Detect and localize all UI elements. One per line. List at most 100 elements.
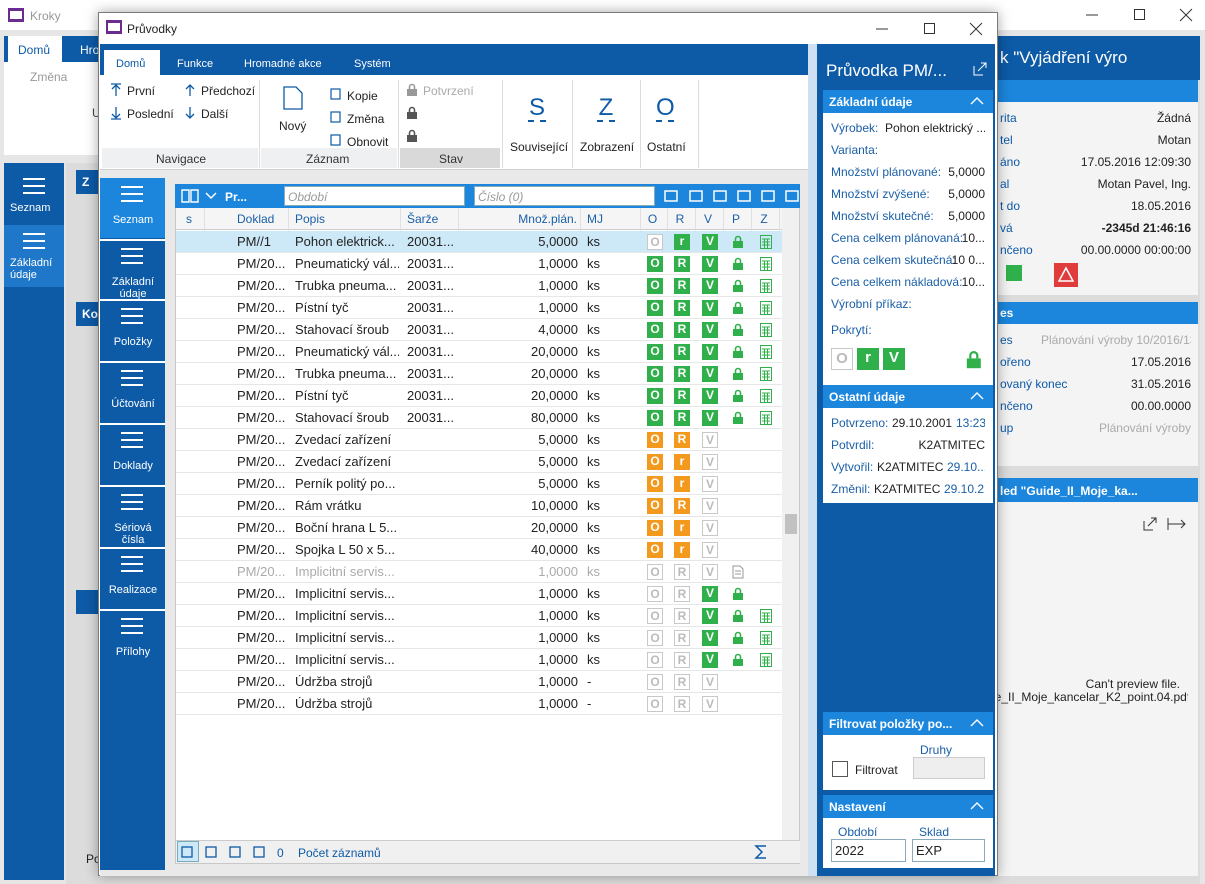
section-title[interactable]: Ostatní údaje	[829, 390, 906, 404]
nav-item[interactable]: Základní údaje	[10, 257, 53, 281]
table-cell: ks	[587, 587, 600, 601]
maximize-button[interactable]	[1133, 8, 1147, 22]
column-header[interactable]: Popis	[295, 212, 326, 226]
table-row[interactable]	[176, 561, 782, 583]
view-name[interactable]: Pr...	[225, 190, 248, 204]
ribbon-button[interactable]: Obnovit	[347, 135, 389, 149]
table-cell: 20031...	[407, 279, 454, 293]
table-row[interactable]	[176, 231, 782, 253]
field-label: Pokrytí:	[831, 323, 872, 337]
ribbon-button[interactable]: Další	[201, 107, 229, 121]
nav-item[interactable]: Doklady	[113, 460, 153, 472]
table-row[interactable]	[176, 605, 782, 627]
column-header[interactable]: Množ.plán.	[518, 212, 577, 226]
table-row[interactable]	[176, 451, 782, 473]
ribbon-button[interactable]: Související	[510, 140, 569, 154]
table-row[interactable]	[176, 363, 782, 385]
table-row[interactable]	[176, 495, 782, 517]
ribbon-big-letter[interactable]: S	[528, 94, 546, 122]
ribbon-button[interactable]: Změna	[30, 70, 68, 84]
maximize-button[interactable]	[923, 22, 937, 36]
scrollbar-thumb[interactable]	[785, 514, 797, 534]
column-header[interactable]: V	[703, 212, 712, 226]
table-row[interactable]	[176, 671, 782, 693]
table-cell: PM/20...	[237, 609, 286, 623]
table-row[interactable]	[176, 539, 782, 561]
column-header[interactable]: Šarže	[407, 212, 439, 226]
ribbon-tab[interactable]: Hromadné akce	[244, 58, 322, 70]
table-row[interactable]	[176, 275, 782, 297]
ribbon-tab-active[interactable]	[8, 36, 62, 62]
detail-title: Průvodka PM/...	[826, 61, 947, 80]
group-separator	[259, 80, 260, 168]
ribbon-button[interactable]: Změna	[347, 112, 385, 126]
table-row[interactable]	[176, 627, 782, 649]
checkbox[interactable]	[832, 761, 848, 777]
column-header[interactable]: MJ	[587, 212, 603, 226]
ribbon-tab[interactable]: Systém	[354, 58, 391, 70]
ribbon-button[interactable]: Potvrzení	[423, 84, 474, 98]
ribbon-tab[interactable]: Domů	[18, 43, 51, 57]
table-row[interactable]	[176, 297, 782, 319]
nav-item[interactable]: Položky	[113, 336, 153, 348]
column-header[interactable]: s	[186, 212, 192, 226]
minimize-button[interactable]	[875, 22, 889, 36]
nav-item[interactable]: Sériová čísla	[114, 522, 152, 546]
ribbon-tab-active[interactable]	[104, 50, 160, 75]
ribbon-button[interactable]: Ostatní	[647, 140, 686, 154]
nav-item[interactable]: Seznam	[112, 214, 154, 226]
filter-input[interactable]	[284, 186, 465, 206]
column-header[interactable]: O	[647, 212, 658, 226]
nav-item[interactable]: Seznam	[10, 202, 51, 214]
ribbon-button[interactable]: Kopie	[347, 89, 378, 103]
ribbon-big-letter[interactable]: Z	[597, 94, 615, 122]
checkbox-label[interactable]: Filtrovat	[855, 763, 898, 777]
field-value-time: 29.10....	[947, 460, 985, 474]
field-value: 00.00.0000	[1130, 399, 1191, 413]
table-row[interactable]	[176, 649, 782, 671]
column-header[interactable]: Z	[760, 212, 768, 226]
close-button[interactable]	[1179, 8, 1193, 22]
ribbon-button[interactable]: Předchozí	[201, 84, 256, 98]
table-row[interactable]	[176, 583, 782, 605]
ribbon-button[interactable]: Poslední	[127, 107, 174, 121]
table-row[interactable]	[176, 473, 782, 495]
nav-item[interactable]: Účtování	[111, 398, 155, 410]
nav-item[interactable]: Přílohy	[115, 646, 151, 658]
section-title[interactable]: Základní údaje	[829, 95, 913, 109]
table-row[interactable]	[176, 517, 782, 539]
status-badge: O	[647, 608, 663, 624]
table-row[interactable]	[176, 253, 782, 275]
table-row[interactable]	[176, 429, 782, 451]
nav-item[interactable]: Realizace	[108, 584, 158, 596]
minimize-button[interactable]	[1085, 8, 1099, 22]
table-row[interactable]	[176, 693, 782, 715]
column-header[interactable]: Doklad	[237, 212, 275, 226]
ribbon-tab[interactable]: Hro	[80, 43, 100, 57]
dropdown[interactable]	[831, 839, 906, 862]
table-row[interactable]	[176, 341, 782, 363]
table-row[interactable]	[176, 407, 782, 429]
field-value: 31.05.2016	[1130, 377, 1191, 391]
ribbon-tab[interactable]: Domů	[116, 58, 146, 70]
status-badge: r	[674, 234, 690, 250]
dropdown[interactable]	[913, 757, 985, 779]
column-header[interactable]: R	[675, 212, 685, 226]
column-header[interactable]: P	[731, 212, 740, 226]
section-title[interactable]: Nastavení	[829, 800, 886, 814]
ribbon-button[interactable]: Nový	[279, 119, 307, 133]
section-title[interactable]: Filtrovat položky po...	[829, 717, 953, 731]
dropdown[interactable]	[912, 839, 985, 862]
ribbon-big-letter[interactable]: O	[656, 94, 675, 122]
ribbon-button[interactable]: U	[92, 106, 101, 120]
ribbon-button[interactable]: První	[127, 84, 156, 98]
record-count-label[interactable]: Počet záznamů	[298, 846, 381, 860]
table-row[interactable]	[176, 385, 782, 407]
search-input[interactable]	[474, 186, 655, 206]
nav-item[interactable]: Základní údaje	[111, 276, 155, 300]
ribbon-button[interactable]: Zobrazení	[580, 140, 635, 154]
ribbon-tab[interactable]: Funkce	[177, 58, 214, 70]
table-row[interactable]	[176, 319, 782, 341]
close-button[interactable]	[969, 22, 983, 36]
ribbon-icon	[111, 83, 121, 96]
